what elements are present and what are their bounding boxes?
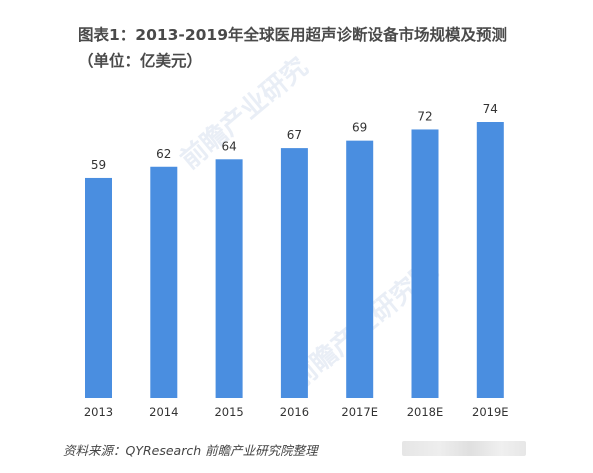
x-tick-label-2016: 2016 — [280, 405, 309, 419]
blurred-watermark — [402, 441, 526, 456]
value-label-2019E: 74 — [483, 102, 498, 116]
bar-2018E — [411, 129, 439, 398]
bar-2015 — [215, 159, 243, 398]
chart-title: 图表1：2013-2019年全球医用超声诊断设备市场规模及预测（单位：亿美元） — [78, 26, 507, 70]
bar-2016 — [280, 148, 308, 398]
x-tick-label-2014: 2014 — [149, 405, 178, 419]
value-label-2015: 64 — [221, 139, 236, 153]
x-tick-label-2019E: 2019E — [472, 405, 509, 419]
source-note: 资料来源：QYResearch 前瞻产业研究院整理 — [63, 443, 318, 458]
x-tick-label-2015: 2015 — [214, 405, 243, 419]
bar-2013 — [85, 177, 112, 398]
watermark: 前瞻产业研究 前瞻产业研究院 — [175, 51, 444, 395]
bar-2014 — [150, 166, 178, 398]
bar-2017E — [346, 140, 374, 398]
x-tick-label-2013: 2013 — [84, 405, 113, 419]
value-label-2018E: 72 — [417, 109, 432, 123]
value-label-2017E: 69 — [352, 121, 367, 135]
value-label-2013: 59 — [91, 158, 106, 172]
value-label-2016: 67 — [287, 128, 302, 142]
value-label-2014: 62 — [156, 147, 171, 161]
x-tick-label-2017E: 2017E — [341, 405, 378, 419]
bar-2019E — [476, 122, 504, 398]
x-tick-label-2018E: 2018E — [407, 405, 444, 419]
